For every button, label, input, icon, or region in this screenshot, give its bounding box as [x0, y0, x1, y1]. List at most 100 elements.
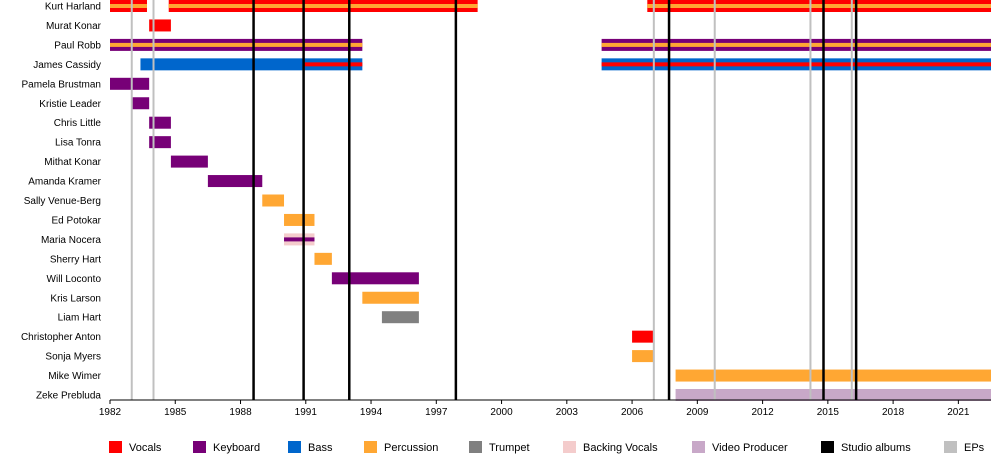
x-tick-label-2015: 2015 — [817, 407, 840, 418]
x-tick-label-1982: 1982 — [99, 407, 122, 418]
bar-zeke-prebluda-0 — [675, 389, 991, 401]
member-label-murat-konar: Murat Konar — [46, 21, 102, 32]
bar-kristie-leader-0 — [131, 97, 150, 110]
member-label-maria-nocera: Maria Nocera — [41, 235, 101, 246]
bar-fill — [381, 311, 419, 324]
x-tick-label-2006: 2006 — [621, 407, 644, 418]
bar-fill — [110, 77, 150, 90]
legend-label: Backing Vocals — [583, 442, 658, 454]
bar-sherry-hart-0 — [314, 252, 332, 265]
bar-secondary-stripe — [168, 4, 478, 8]
bar-fill — [170, 155, 208, 168]
bar-fill — [314, 252, 332, 265]
bar-maria-nocera-0 — [284, 233, 315, 246]
bar-fill — [149, 116, 171, 129]
member-label-amanda-kramer: Amanda Kramer — [28, 177, 101, 188]
member-label-liam-hart: Liam Hart — [58, 313, 102, 324]
x-tick-label-1997: 1997 — [425, 407, 448, 418]
member-label-chris-little: Chris Little — [54, 118, 102, 129]
legend-swatch — [692, 441, 705, 453]
bar-secondary-stripe — [601, 62, 991, 67]
x-tick-label-1988: 1988 — [229, 407, 252, 418]
bar-liam-hart-0 — [381, 311, 419, 324]
member-label-zeke-prebluda: Zeke Prebluda — [36, 391, 101, 402]
legend-label: Trumpet — [489, 442, 530, 454]
legend-item-vocals: Vocals — [109, 441, 162, 454]
member-label-ed-potokar: Ed Potokar — [52, 215, 102, 226]
bar-kurt-harland-0 — [110, 0, 147, 12]
x-tick-label-2003: 2003 — [556, 407, 579, 418]
bar-sally-venue-berg-0 — [262, 194, 285, 207]
bar-murat-konar-0 — [149, 19, 171, 32]
bar-secondary-stripe — [110, 42, 363, 47]
bar-kris-larson-0 — [362, 291, 419, 304]
bar-chris-little-0 — [149, 116, 171, 129]
member-label-kris-larson: Kris Larson — [50, 293, 101, 304]
member-label-sonja-myers: Sonja Myers — [45, 352, 101, 363]
bar-fill — [632, 330, 654, 343]
bar-fill — [362, 291, 419, 304]
legend-swatch — [288, 441, 301, 453]
x-tick-label-2018: 2018 — [882, 407, 905, 418]
legend-item-keyboard: Keyboard — [193, 441, 260, 454]
x-tick-label-1994: 1994 — [360, 407, 383, 418]
legend-swatch — [944, 441, 957, 453]
member-label-lisa-tonra: Lisa Tonra — [55, 138, 101, 149]
bar-secondary-stripe — [303, 62, 363, 67]
member-label-christopher-anton: Christopher Anton — [21, 332, 101, 343]
legend-swatch — [364, 441, 377, 453]
member-label-sherry-hart: Sherry Hart — [50, 254, 101, 265]
legend-item-video-producer: Video Producer — [692, 441, 788, 454]
legend-label: Bass — [308, 442, 333, 454]
bar-paul-robb-0 — [110, 38, 363, 51]
legend-swatch — [109, 441, 122, 453]
member-label-kristie-leader: Kristie Leader — [39, 99, 101, 110]
legend: Vocals Keyboard Bass Percussion Trumpet Backi… — [109, 441, 985, 454]
bar-paul-robb-1 — [601, 38, 991, 51]
bar-ed-potokar-0 — [284, 213, 315, 226]
legend-swatch — [469, 441, 482, 453]
bar-secondary-stripe — [601, 42, 991, 47]
legend-swatch — [821, 441, 834, 453]
legend-item-percussion: Percussion — [364, 441, 438, 454]
bar-sonja-myers-0 — [632, 350, 654, 363]
bar-christopher-anton-0 — [632, 330, 654, 343]
member-label-mike-wimer: Mike Wimer — [48, 371, 101, 382]
member-label-sally-venue-berg: Sally Venue-Berg — [24, 196, 101, 207]
member-label-mithat-konar: Mithat Konar — [44, 157, 101, 168]
bar-fill — [331, 272, 419, 285]
bar-fill — [207, 175, 263, 188]
bar-secondary-stripe — [110, 4, 147, 8]
legend-item-trumpet: Trumpet — [469, 441, 530, 454]
bar-fill — [140, 58, 304, 71]
bar-james-cassidy-0 — [140, 58, 304, 71]
x-tick-label-2009: 2009 — [686, 407, 709, 418]
member-bars — [110, 0, 991, 401]
bar-fill — [262, 194, 285, 207]
bar-fill — [149, 136, 171, 149]
legend-swatch — [563, 441, 576, 453]
bar-pamela-brustman-0 — [110, 77, 150, 90]
bar-mithat-konar-0 — [170, 155, 208, 168]
bar-mike-wimer-0 — [675, 369, 991, 382]
x-tick-label-1985: 1985 — [164, 407, 187, 418]
bar-lisa-tonra-0 — [149, 136, 171, 149]
x-tick-label-2021: 2021 — [947, 407, 970, 418]
legend-item-studio-albums: Studio albums — [821, 441, 911, 454]
legend-label: Vocals — [129, 442, 162, 454]
legend-label: Keyboard — [213, 442, 260, 454]
bar-secondary-stripe — [284, 237, 315, 242]
release-lines — [130, 0, 858, 400]
bar-fill — [149, 19, 171, 32]
legend-label: Studio albums — [841, 442, 911, 454]
member-label-paul-robb: Paul Robb — [54, 40, 101, 51]
x-tick-label-2012: 2012 — [751, 407, 774, 418]
member-label-kurt-harland: Kurt Harland — [45, 2, 101, 13]
bar-fill — [675, 389, 991, 401]
bar-fill — [284, 213, 315, 226]
legend-label: EPs — [964, 442, 985, 454]
x-tick-label-2000: 2000 — [490, 407, 513, 418]
legend-label: Percussion — [384, 442, 438, 454]
member-labels: Kurt Harland Murat Konar Paul Robb James Ca… — [21, 2, 102, 402]
